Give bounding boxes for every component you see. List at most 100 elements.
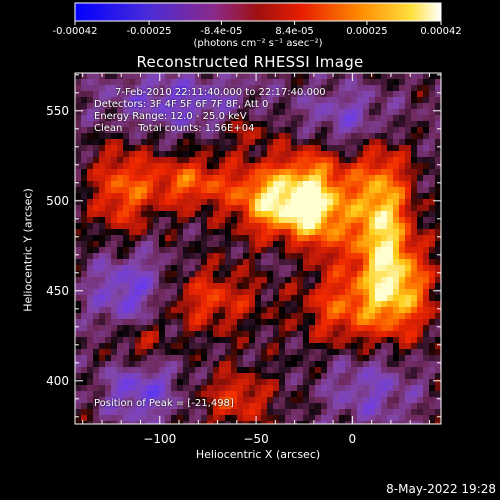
heatmap-cell xyxy=(177,319,183,325)
heatmap-cell xyxy=(387,235,393,241)
heatmap-cell xyxy=(279,91,285,97)
heatmap-cell xyxy=(141,355,147,361)
heatmap-cell xyxy=(417,385,423,391)
heatmap-cell xyxy=(339,163,345,169)
heatmap-cell xyxy=(189,85,195,91)
heatmap-cell xyxy=(285,97,291,103)
heatmap-cell xyxy=(399,277,405,283)
heatmap-cell xyxy=(273,319,279,325)
heatmap-cell xyxy=(237,175,243,181)
heatmap-cell xyxy=(123,169,129,175)
heatmap-cell xyxy=(393,85,399,91)
heatmap-cell xyxy=(243,367,249,373)
heatmap-cell xyxy=(423,187,429,193)
heatmap-cell xyxy=(225,217,231,223)
heatmap-cell xyxy=(207,295,213,301)
heatmap-cell xyxy=(183,265,189,271)
heatmap-cell xyxy=(177,211,183,217)
heatmap-cell xyxy=(117,319,123,325)
heatmap-cell xyxy=(135,235,141,241)
heatmap-cell xyxy=(369,289,375,295)
heatmap-cell xyxy=(321,199,327,205)
heatmap-cell xyxy=(303,145,309,151)
heatmap-cell xyxy=(255,193,261,199)
heatmap-cell xyxy=(255,181,261,187)
heatmap-cell xyxy=(141,139,147,145)
heatmap-cell xyxy=(207,355,213,361)
heatmap-cell xyxy=(369,163,375,169)
heatmap-cell xyxy=(147,73,153,79)
heatmap-cell xyxy=(111,379,117,385)
heatmap-cell xyxy=(123,415,129,421)
heatmap-cell xyxy=(273,145,279,151)
heatmap-cell xyxy=(261,289,267,295)
heatmap-cell xyxy=(183,211,189,217)
heatmap-cell xyxy=(243,241,249,247)
heatmap-cell xyxy=(417,97,423,103)
heatmap-cell xyxy=(105,343,111,349)
heatmap-cell xyxy=(111,229,117,235)
heatmap-cell xyxy=(345,139,351,145)
heatmap-cell xyxy=(303,127,309,133)
heatmap-cell xyxy=(327,271,333,277)
heatmap-cell xyxy=(177,169,183,175)
heatmap-cell xyxy=(219,109,225,115)
heatmap-cell xyxy=(423,193,429,199)
heatmap-cell xyxy=(429,355,435,361)
heatmap-cell xyxy=(399,421,405,424)
heatmap-cell xyxy=(249,199,255,205)
heatmap-cell xyxy=(87,235,93,241)
heatmap-cell xyxy=(417,223,423,229)
heatmap-cell xyxy=(297,151,303,157)
heatmap-cell xyxy=(249,103,255,109)
heatmap-cell xyxy=(255,211,261,217)
heatmap-cell xyxy=(87,295,93,301)
heatmap-cell xyxy=(183,115,189,121)
heatmap-cell xyxy=(177,241,183,247)
heatmap-cell xyxy=(309,253,315,259)
heatmap-cell xyxy=(237,367,243,373)
heatmap-cell xyxy=(231,73,237,79)
heatmap-cell xyxy=(111,109,117,115)
heatmap-cell xyxy=(75,307,81,313)
heatmap-cell xyxy=(75,121,81,127)
heatmap-cell xyxy=(291,295,297,301)
heatmap-cell xyxy=(183,391,189,397)
heatmap-cell xyxy=(267,289,273,295)
heatmap-cell xyxy=(171,403,177,409)
heatmap-cell xyxy=(333,355,339,361)
heatmap-cell xyxy=(273,271,279,277)
heatmap-cell xyxy=(315,193,321,199)
heatmap-cell xyxy=(81,397,87,403)
heatmap-cell xyxy=(321,169,327,175)
heatmap-cell xyxy=(141,403,147,409)
heatmap-cell xyxy=(387,211,393,217)
heatmap-cell xyxy=(81,355,87,361)
heatmap-cell xyxy=(153,139,159,145)
heatmap-cell xyxy=(303,175,309,181)
heatmap-cell xyxy=(75,103,81,109)
heatmap-cell xyxy=(219,403,225,409)
heatmap-cell xyxy=(81,343,87,349)
heatmap-cell xyxy=(99,379,105,385)
heatmap-cell xyxy=(357,181,363,187)
heatmap-cell xyxy=(207,91,213,97)
heatmap-cell xyxy=(81,301,87,307)
heatmap-cell xyxy=(111,301,117,307)
heatmap-cell xyxy=(309,187,315,193)
heatmap-cell xyxy=(135,253,141,259)
heatmap-cell xyxy=(375,307,381,313)
heatmap-cell xyxy=(75,355,81,361)
heatmap-cell xyxy=(105,169,111,175)
heatmap-cell xyxy=(153,175,159,181)
heatmap-cell xyxy=(111,355,117,361)
heatmap-cell xyxy=(315,253,321,259)
heatmap-cell xyxy=(279,85,285,91)
heatmap-cell xyxy=(189,175,195,181)
heatmap-cell xyxy=(87,283,93,289)
heatmap-cell xyxy=(261,313,267,319)
heatmap-cell xyxy=(345,229,351,235)
heatmap-cell xyxy=(273,235,279,241)
heatmap-cell xyxy=(81,79,87,85)
heatmap-cell xyxy=(117,307,123,313)
